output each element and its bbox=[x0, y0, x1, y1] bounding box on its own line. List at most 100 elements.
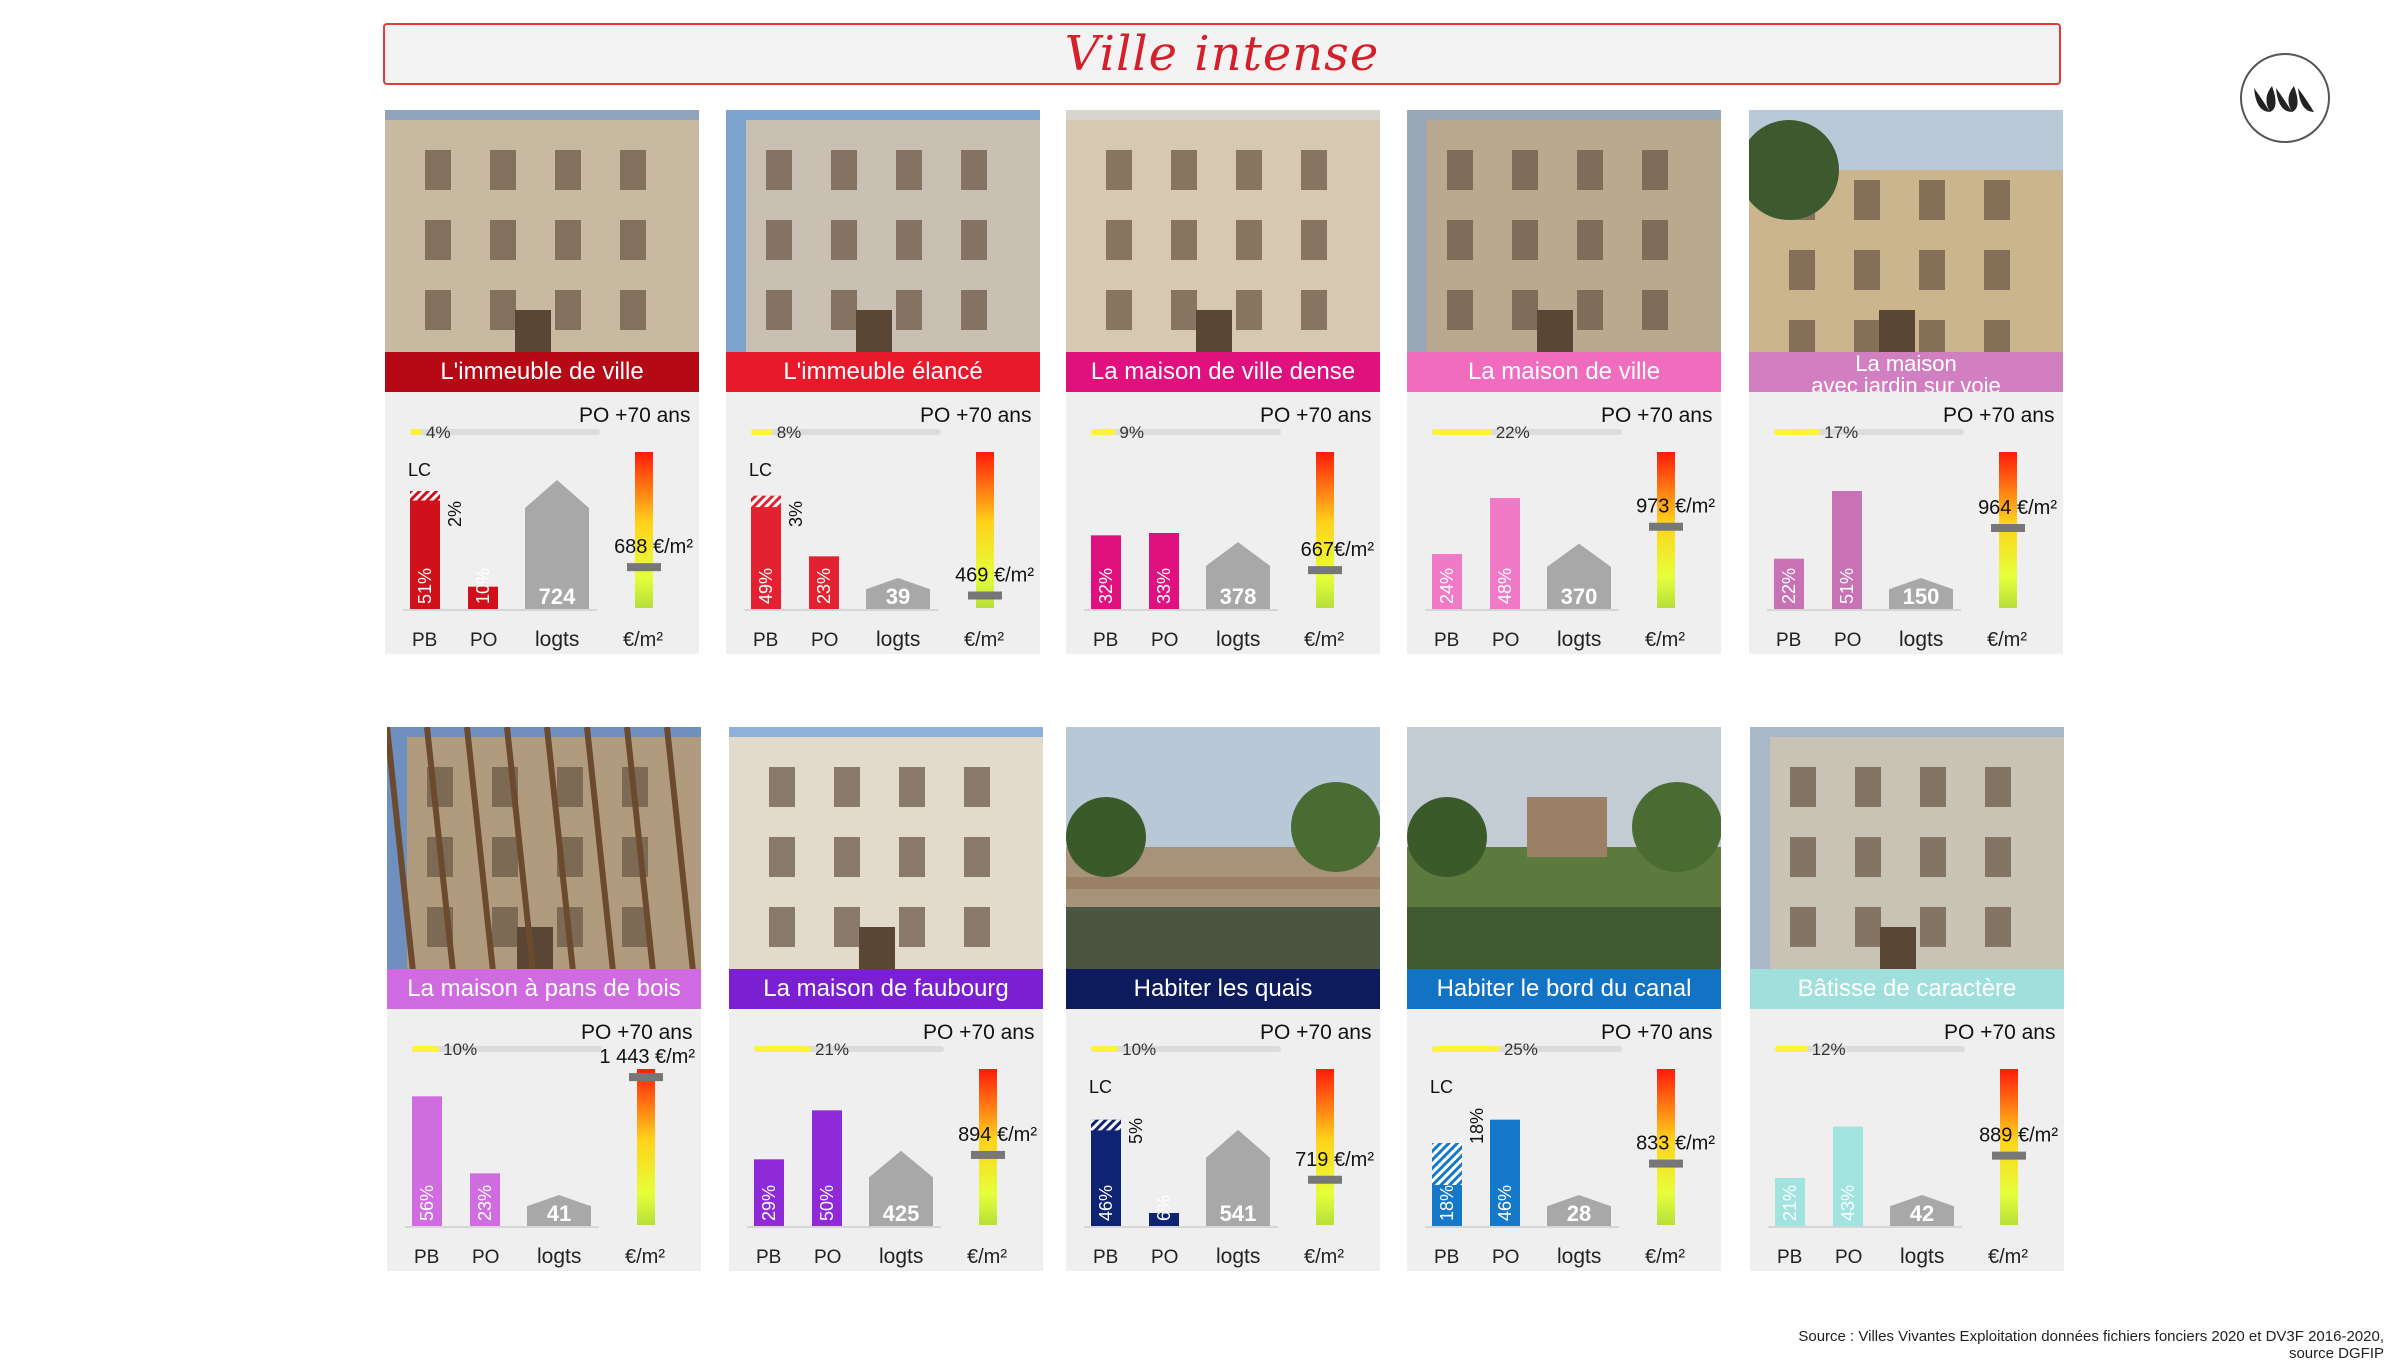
eur-axis-label: €/m² bbox=[1988, 1246, 2028, 1268]
logts-value: 425 bbox=[883, 1201, 920, 1226]
lc-label: LC bbox=[1089, 1077, 1112, 1097]
photo-window bbox=[1577, 150, 1603, 190]
photo-window bbox=[620, 290, 646, 330]
po70-fill bbox=[754, 1046, 811, 1052]
typology-name: La maison de ville bbox=[1407, 352, 1721, 392]
logts-axis-label: logts bbox=[879, 1245, 923, 1268]
pb-value: 51% bbox=[415, 568, 435, 604]
photo-window bbox=[555, 290, 581, 330]
po70-label: PO +70 ans bbox=[1943, 404, 2055, 427]
logts-value: 28 bbox=[1567, 1201, 1591, 1226]
stats-chart: 12% PO +70 ans 21% PB 43% PO 42 logts 889 €/m² €/… bbox=[1768, 1021, 2058, 1268]
photo-window bbox=[1920, 837, 1946, 877]
po70-value: 8% bbox=[777, 423, 802, 442]
typology-name: La maison avec jardin sur voie bbox=[1749, 352, 2063, 392]
photo-window bbox=[1106, 220, 1132, 260]
logts-axis-label: logts bbox=[1216, 628, 1260, 651]
logts-house bbox=[1206, 542, 1270, 610]
typology-stats: 10% PO +70 ans 46% PB LC 5% 6% PO 541 logts 719 €/… bbox=[1066, 1009, 1380, 1271]
stats-chart: 17% PO +70 ans 22% PB 51% PO 150 logts 964 €/m² €… bbox=[1767, 404, 2057, 651]
po-bar bbox=[470, 1173, 500, 1227]
pb-axis-label: PB bbox=[412, 630, 437, 651]
po-bar bbox=[1490, 498, 1520, 610]
typology-photo: Habiter le bord du canal bbox=[1407, 727, 1721, 1009]
photo-window bbox=[1577, 220, 1603, 260]
photo-window bbox=[1301, 220, 1327, 260]
photo-window bbox=[490, 150, 516, 190]
photo-window bbox=[555, 150, 581, 190]
logts-house bbox=[869, 1150, 933, 1227]
photo-window bbox=[425, 220, 451, 260]
source-line-1: Source : Villes Vivantes Exploitation do… bbox=[1798, 1328, 2384, 1345]
photo-window bbox=[1301, 150, 1327, 190]
pb-value: 46% bbox=[1096, 1185, 1116, 1221]
photo-canvas bbox=[1066, 110, 1380, 392]
po-axis-label: PO bbox=[1151, 630, 1178, 651]
photo-window bbox=[1236, 220, 1262, 260]
po-axis-label: PO bbox=[814, 1247, 841, 1268]
po-value: 6% bbox=[1154, 1195, 1174, 1221]
eur-axis-label: €/m² bbox=[625, 1246, 665, 1268]
typology-name: L'immeuble élancé bbox=[726, 352, 1040, 392]
photo-window bbox=[896, 150, 922, 190]
eur-axis-label: €/m² bbox=[1304, 1246, 1344, 1268]
photo-tree bbox=[1749, 120, 1839, 220]
price-value: 719 €/m² bbox=[1295, 1149, 1374, 1171]
source-note: Source : Villes Vivantes Exploitation do… bbox=[1798, 1328, 2384, 1362]
logts-house bbox=[525, 480, 589, 610]
logts-axis-label: logts bbox=[1216, 1245, 1260, 1268]
photo-window bbox=[1984, 180, 2010, 220]
photo-window bbox=[555, 220, 581, 260]
typology-photo: Bâtisse de caractère bbox=[1750, 727, 2064, 1009]
price-marker bbox=[1649, 1159, 1683, 1168]
price-marker bbox=[1991, 524, 2025, 533]
po-axis-label: PO bbox=[472, 1247, 499, 1268]
po-bar bbox=[812, 1110, 842, 1227]
photo-window bbox=[961, 290, 987, 330]
photo-window bbox=[834, 767, 860, 807]
typology-photo: L'immeuble de ville bbox=[385, 110, 699, 392]
typology-name: Bâtisse de caractère bbox=[1750, 969, 2064, 1009]
po70-value: 21% bbox=[815, 1040, 849, 1059]
typology-name: La maison à pans de bois bbox=[387, 969, 701, 1009]
po70-value: 10% bbox=[1122, 1040, 1156, 1059]
price-marker bbox=[1992, 1151, 2026, 1160]
photo-window bbox=[1919, 180, 1945, 220]
typology-stats: 4% PO +70 ans 51% PB LC 2% 10% PO 724 logts 688 €/… bbox=[385, 392, 699, 654]
photo-window bbox=[964, 907, 990, 947]
photo-window bbox=[1855, 907, 1881, 947]
photo-window bbox=[899, 767, 925, 807]
pb-bar bbox=[751, 495, 781, 610]
eur-axis-label: €/m² bbox=[623, 629, 663, 651]
eur-axis-label: €/m² bbox=[967, 1246, 1007, 1268]
po-value: 23% bbox=[814, 568, 834, 604]
pb-axis-label: PB bbox=[753, 630, 778, 651]
po-axis-label: PO bbox=[1835, 1247, 1862, 1268]
price-bar bbox=[637, 1069, 655, 1225]
pb-lc-hatch bbox=[751, 495, 781, 508]
photo-canvas bbox=[1407, 727, 1721, 1009]
photo-window bbox=[1171, 290, 1197, 330]
typology-stats: 25% PO +70 ans 18% PB LC 18% 46% PO 28 logts 833 €… bbox=[1407, 1009, 1721, 1271]
typology-photo: La maison avec jardin sur voie bbox=[1749, 110, 2063, 392]
photo-window bbox=[1236, 150, 1262, 190]
photo-window bbox=[557, 767, 583, 807]
po70-label: PO +70 ans bbox=[579, 404, 691, 427]
photo-window bbox=[834, 907, 860, 947]
po-value: 23% bbox=[475, 1185, 495, 1221]
photo-canvas bbox=[385, 110, 699, 392]
po-axis-label: PO bbox=[811, 630, 838, 651]
pb-axis-label: PB bbox=[414, 1247, 439, 1268]
photo-window bbox=[492, 907, 518, 947]
po-value: 50% bbox=[817, 1185, 837, 1221]
photo-window bbox=[425, 290, 451, 330]
photo-window bbox=[1919, 250, 1945, 290]
photo-house bbox=[1066, 877, 1380, 889]
stats-chart: 8% PO +70 ans 49% PB LC 3% 23% PO 39 logts 469 €/m… bbox=[744, 404, 1034, 651]
logts-house bbox=[1547, 1195, 1611, 1227]
photo-tree bbox=[1407, 797, 1487, 877]
pb-bar bbox=[1432, 554, 1462, 610]
pb-axis-label: PB bbox=[1093, 630, 1118, 651]
logts-house bbox=[1889, 578, 1953, 610]
photo-window bbox=[1790, 767, 1816, 807]
